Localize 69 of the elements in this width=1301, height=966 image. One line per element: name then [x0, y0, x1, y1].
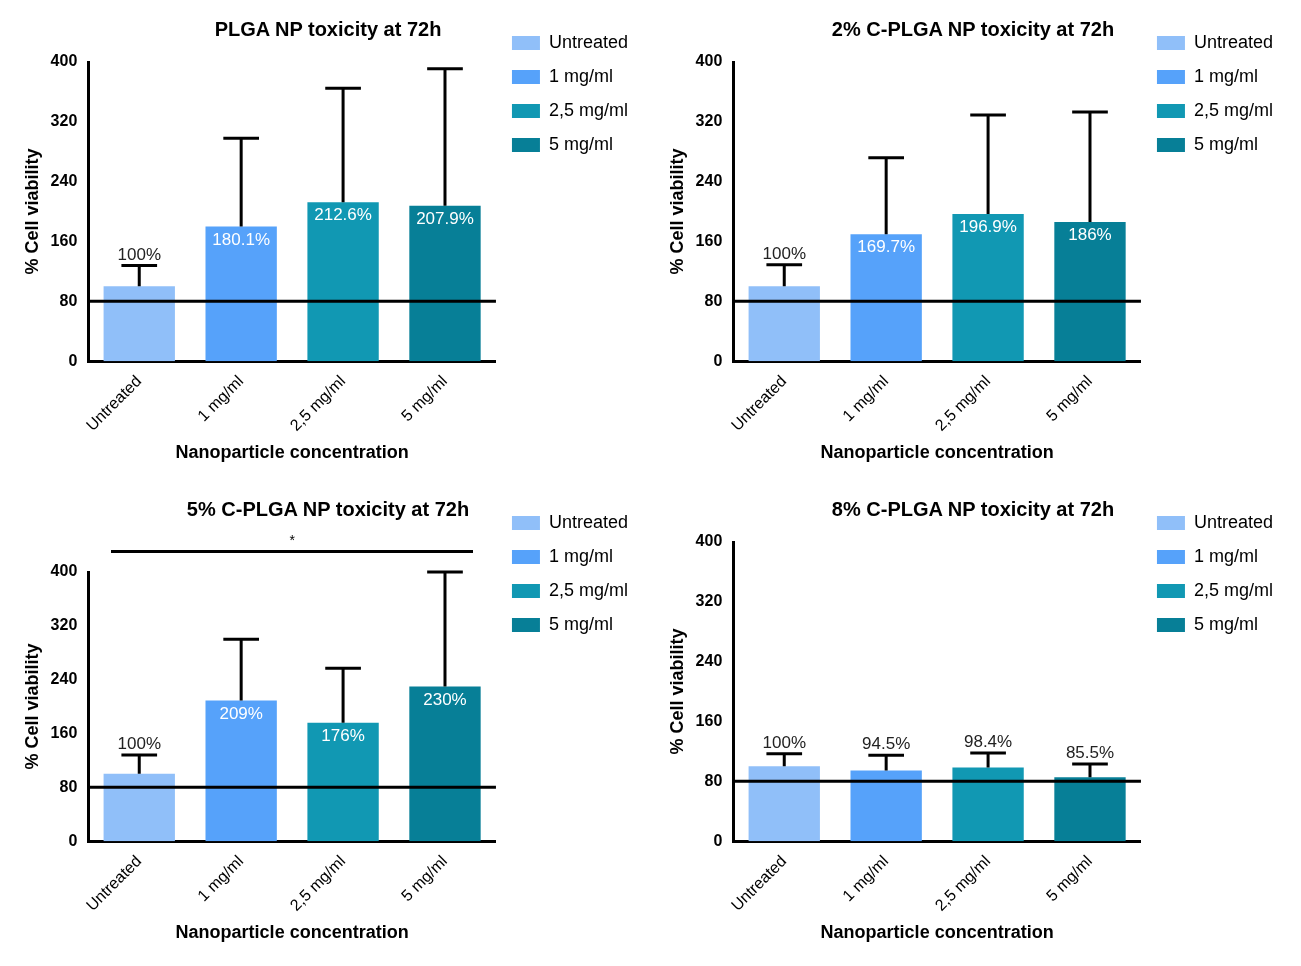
y-tick-label: 240 — [695, 172, 723, 190]
y-tick-label: 400 — [695, 52, 723, 70]
y-axis-title: % Cell viability — [21, 643, 42, 770]
legend-label: 2,5 mg/ml — [1193, 99, 1273, 120]
y-tick-label: 320 — [50, 616, 78, 634]
y-tick-label: 240 — [50, 172, 78, 190]
data-label: 207.9% — [416, 208, 474, 228]
data-label: 230% — [423, 689, 467, 709]
data-label: 169.7% — [857, 237, 915, 257]
y-tick-label: 0 — [68, 831, 78, 849]
data-label: 209% — [219, 703, 263, 723]
y-tick-label: 80 — [59, 291, 78, 309]
text: * — [289, 532, 295, 548]
y-tick-label: 320 — [50, 112, 78, 130]
data-label: 212.6% — [314, 205, 372, 225]
data-label: 176% — [321, 725, 365, 745]
legend-label: 1 mg/ml — [548, 545, 613, 566]
y-tick-label: 320 — [695, 592, 723, 610]
legend-label: 5 mg/ml — [548, 133, 613, 154]
data-label: 85.5% — [1065, 743, 1115, 763]
chart-title: PLGA NP toxicity at 72h — [214, 17, 442, 40]
x-axis-title: Nanoparticle concentration — [820, 442, 1054, 463]
data-label: 100% — [762, 732, 806, 752]
y-tick-label: 400 — [50, 562, 78, 580]
y-axis-title: % Cell viability — [666, 148, 687, 275]
legend-label: 5 mg/ml — [1193, 133, 1258, 154]
y-tick-label: 0 — [68, 351, 78, 369]
x-axis-title: Nanoparticle concentration — [175, 922, 409, 943]
y-tick-label: 400 — [50, 52, 78, 70]
x-axis-title: Nanoparticle concentration — [820, 922, 1054, 943]
y-tick-label: 80 — [704, 291, 723, 309]
y-tick-label: 0 — [713, 831, 723, 849]
y-tick-label: 80 — [59, 777, 78, 795]
legend-label: 1 mg/ml — [548, 65, 613, 86]
y-tick-label: 160 — [50, 231, 78, 249]
y-tick-label: 160 — [695, 711, 723, 729]
chart-title: 2% C-PLGA NP toxicity at 72h — [831, 17, 1115, 40]
x-axis-title: Nanoparticle concentration — [175, 442, 409, 463]
chart-title: 8% C-PLGA NP toxicity at 72h — [831, 497, 1115, 520]
legend-label: Untreated — [548, 31, 629, 52]
data-label: 100% — [117, 734, 161, 754]
legend-label: 1 mg/ml — [1193, 65, 1258, 86]
data-label: 186% — [1068, 225, 1112, 245]
legend-label: 5 mg/ml — [548, 613, 613, 634]
legend-label: Untreated — [548, 511, 629, 532]
y-axis-title: % Cell viability — [666, 628, 687, 755]
y-tick-label: 160 — [695, 231, 723, 249]
legend-label: Untreated — [1193, 511, 1274, 532]
data-label: 196.9% — [959, 217, 1017, 237]
data-label: 100% — [762, 243, 806, 263]
y-tick-label: 240 — [695, 652, 723, 670]
data-label: 94.5% — [862, 734, 911, 754]
chart-title: 5% C-PLGA NP toxicity at 72h — [186, 497, 470, 520]
y-axis-title: % Cell viability — [21, 148, 42, 275]
legend-label: Untreated — [1193, 31, 1274, 52]
legend-label: 2,5 mg/ml — [1193, 579, 1273, 600]
data-label: 100% — [117, 244, 161, 264]
legend-label: 1 mg/ml — [1193, 545, 1258, 566]
data-label: 98.4% — [963, 732, 1013, 752]
y-tick-label: 400 — [695, 532, 723, 550]
y-tick-label: 160 — [50, 723, 78, 741]
y-tick-label: 240 — [50, 670, 78, 688]
data-label: 180.1% — [212, 229, 270, 249]
legend-label: 2,5 mg/ml — [548, 99, 628, 120]
y-tick-label: 80 — [704, 771, 723, 789]
legend-label: 5 mg/ml — [1193, 613, 1258, 634]
y-tick-label: 320 — [695, 112, 723, 130]
y-tick-label: 0 — [713, 351, 723, 369]
legend-label: 2,5 mg/ml — [548, 579, 628, 600]
